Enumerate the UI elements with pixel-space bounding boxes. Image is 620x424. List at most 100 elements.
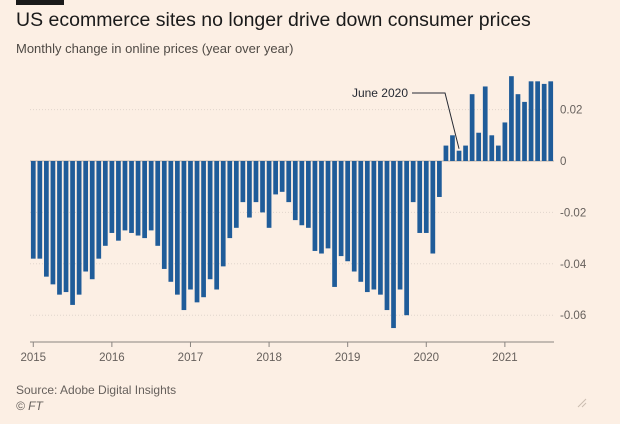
bar — [44, 161, 49, 277]
bar — [102, 161, 108, 246]
y-tick-label: -0.02 — [560, 207, 586, 219]
annotation-leader — [412, 92, 460, 149]
bar — [96, 161, 102, 259]
bar — [50, 161, 56, 285]
bar — [83, 161, 89, 272]
bar — [509, 76, 514, 161]
x-tick-label: 2020 — [413, 352, 439, 364]
bar — [338, 161, 344, 257]
bar — [351, 161, 357, 272]
annotation-label: June 2020 — [352, 86, 408, 100]
bar — [541, 83, 547, 161]
bar — [397, 161, 403, 290]
y-tick-label: 0.02 — [560, 105, 582, 117]
bar — [168, 161, 174, 282]
bar — [161, 161, 167, 269]
bar — [63, 161, 69, 293]
bar — [129, 161, 134, 233]
bar — [57, 161, 62, 295]
bar — [299, 161, 305, 226]
bar — [495, 145, 501, 161]
bar — [70, 161, 75, 305]
bar — [423, 161, 429, 233]
bar — [220, 161, 226, 267]
chart-source: Source: Adobe Digital Insights — [16, 383, 177, 397]
bar — [253, 161, 259, 203]
bar — [378, 161, 383, 295]
resize-handle-icon[interactable] — [577, 398, 587, 408]
bar — [469, 94, 475, 161]
bar — [410, 161, 416, 203]
bar — [142, 161, 147, 239]
bar — [384, 161, 390, 311]
bar — [116, 161, 121, 241]
bar — [482, 86, 488, 161]
x-tick-label: 2017 — [178, 352, 204, 364]
bar — [175, 161, 180, 295]
bar — [181, 161, 187, 311]
bar — [279, 161, 285, 192]
bar — [515, 94, 521, 161]
bar — [528, 81, 534, 161]
bar — [456, 150, 462, 161]
bar — [227, 161, 233, 239]
bar — [437, 161, 442, 197]
bar — [358, 161, 364, 282]
bar — [319, 161, 324, 254]
x-tick-label: 2015 — [20, 352, 46, 364]
bar — [522, 101, 527, 161]
x-tick-label: 2018 — [256, 352, 282, 364]
bar — [306, 161, 311, 228]
ft-top-bar — [16, 0, 64, 5]
bar — [443, 145, 449, 161]
bar — [207, 161, 213, 280]
bar — [450, 135, 455, 161]
x-tick-label: 2019 — [335, 352, 361, 364]
bar — [417, 161, 423, 233]
bar — [489, 135, 495, 161]
bar — [325, 161, 331, 249]
bar — [76, 161, 82, 295]
bar — [312, 161, 318, 251]
chart-copyright: © FT — [16, 399, 43, 413]
chart-subtitle: Monthly change in online prices (year ov… — [16, 41, 294, 56]
bar — [391, 161, 396, 329]
bar — [37, 161, 43, 259]
bar — [148, 161, 154, 231]
bar — [188, 161, 193, 290]
bar — [548, 81, 554, 161]
x-tick-label: 2021 — [492, 352, 518, 364]
bar — [247, 161, 252, 218]
bar — [122, 161, 128, 231]
y-tick-label: 0 — [560, 156, 566, 168]
bar — [260, 161, 265, 213]
bar — [463, 145, 468, 161]
bar — [292, 161, 298, 221]
bar — [214, 161, 220, 290]
bar — [194, 161, 200, 303]
bar — [273, 161, 278, 195]
bar — [201, 161, 206, 298]
bar — [233, 161, 239, 228]
bar — [476, 132, 482, 161]
bar — [89, 161, 95, 280]
y-tick-label: -0.04 — [560, 259, 587, 271]
bar — [371, 161, 377, 290]
bar — [404, 161, 409, 316]
bar — [109, 161, 115, 233]
bar — [266, 161, 272, 228]
bar — [535, 81, 540, 161]
bar — [332, 161, 337, 287]
bar — [430, 161, 436, 254]
bar — [502, 122, 508, 161]
bar — [30, 161, 36, 259]
bar — [345, 161, 351, 262]
bar — [135, 161, 141, 236]
bar — [286, 161, 292, 203]
bar — [364, 161, 370, 293]
chart-title: US ecommerce sites no longer drive down … — [16, 9, 531, 31]
bar — [240, 161, 246, 203]
bar — [155, 161, 161, 246]
y-tick-label: -0.06 — [560, 310, 586, 322]
